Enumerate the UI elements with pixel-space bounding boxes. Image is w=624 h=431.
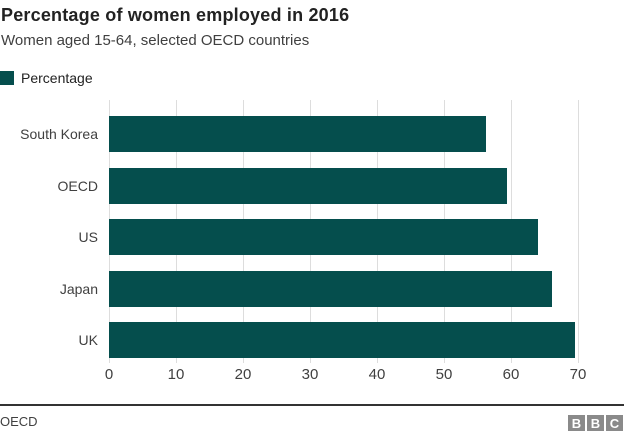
bar-south-korea [109,116,486,152]
legend-label: Percentage [21,70,93,86]
x-tick-label-30: 30 [301,366,319,383]
bar-us [109,219,538,256]
x-tick-label-50: 50 [435,366,453,383]
bar-oecd [109,167,507,204]
category-label-us: US [78,229,98,246]
gridline-70 [578,100,579,363]
bbc-logo-block-3: C [606,415,623,431]
category-label-oecd: OECD [57,177,98,194]
x-tick-label-40: 40 [368,366,386,383]
legend: Percentage [0,70,93,86]
x-tick-label-60: 60 [502,366,520,383]
bbc-logo-block-2: B [587,415,604,431]
category-label-uk: UK [78,332,98,349]
category-label-south-korea: South Korea [20,126,98,142]
chart-subtitle: Women aged 15-64, selected OECD countrie… [1,32,310,49]
chart-title: Percentage of women employed in 2016 [1,5,350,25]
x-tick-label-20: 20 [234,366,252,383]
plot-area: South Korea OECD US Japan UK [0,100,624,363]
bbc-logo-block-1: B [568,415,585,431]
x-tick-label-0: 0 [104,366,114,383]
x-tick-label-10: 10 [167,366,185,383]
x-axis: 0 10 20 30 40 50 60 70 [0,366,624,384]
legend-swatch-icon [0,71,14,85]
x-tick-label-70: 70 [569,366,587,383]
bar-japan [109,270,552,307]
source-label: OECD [0,414,38,429]
category-label-japan: Japan [59,280,98,297]
bar-uk [109,322,575,359]
